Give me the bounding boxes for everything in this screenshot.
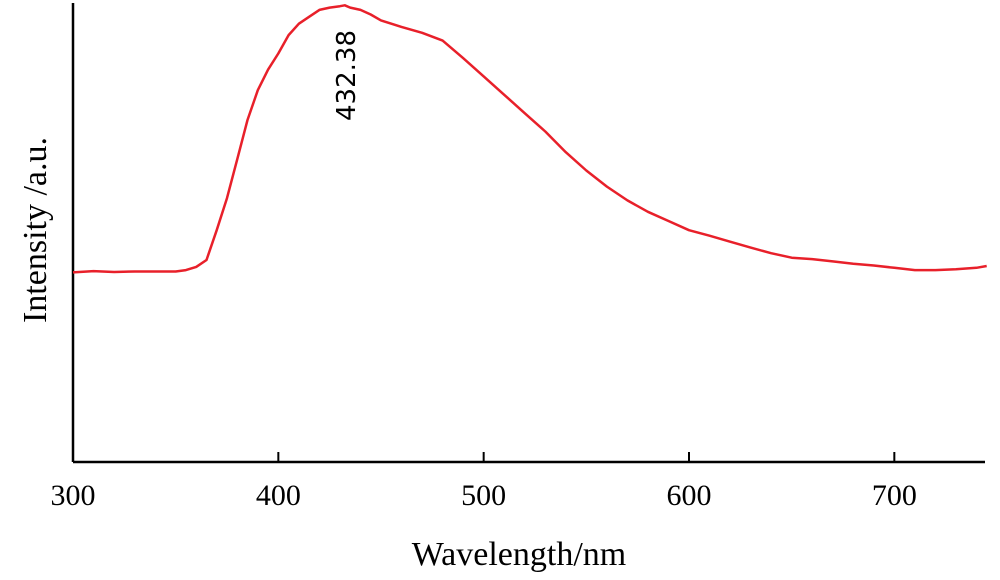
x-ticks: 300 400 500 600 700 bbox=[51, 452, 917, 512]
peak-annotation-0: 432.38 bbox=[332, 30, 362, 121]
x-tick-label-400: 400 bbox=[256, 479, 301, 512]
x-tick-label-700: 700 bbox=[872, 479, 917, 512]
x-tick-label-500: 500 bbox=[461, 479, 506, 512]
annotations: 432.38 bbox=[332, 30, 362, 121]
x-tick-label-300: 300 bbox=[51, 479, 96, 512]
axes bbox=[71, 3, 985, 464]
x-tick-label-600: 600 bbox=[667, 479, 712, 512]
x-axis-title: Wavelength/nm bbox=[412, 536, 626, 573]
y-axis-title: Intensity /a.u. bbox=[17, 137, 54, 323]
series-layer bbox=[72, 4, 987, 274]
series-line-0 bbox=[72, 4, 987, 274]
